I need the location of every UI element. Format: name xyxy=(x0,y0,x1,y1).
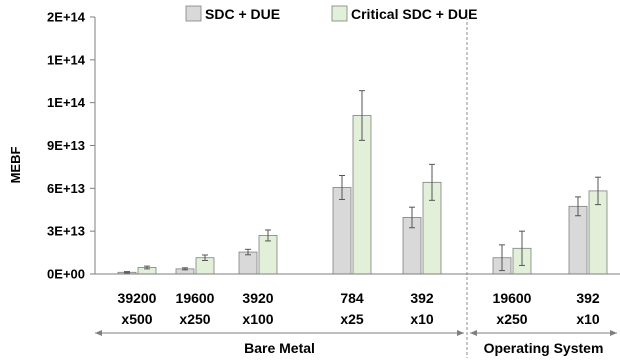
x-tick-label: 784 xyxy=(340,290,364,306)
x-tick-label: x25 xyxy=(340,311,364,327)
bars xyxy=(117,90,608,275)
arrow-right-icon xyxy=(457,330,464,336)
x-tick-label: x250 xyxy=(496,311,527,327)
x-tick-label: x10 xyxy=(576,311,600,327)
y-tick-label: 1E+14 xyxy=(47,52,86,67)
x-tick-label: x500 xyxy=(121,311,152,327)
y-tick-label: 9E+13 xyxy=(47,138,85,153)
arrow-left-icon xyxy=(95,330,102,336)
legend-swatch xyxy=(331,5,348,22)
x-tick-label: x250 xyxy=(179,311,210,327)
x-tick-label: 392 xyxy=(576,290,600,306)
bar xyxy=(568,205,588,275)
y-tick-label: 1E+14 xyxy=(47,95,86,110)
legend-swatch xyxy=(185,5,202,22)
bar xyxy=(332,187,352,275)
x-tick-label: 19600 xyxy=(493,290,532,306)
x-tick-label: 392 xyxy=(410,290,434,306)
arrow-left-icon xyxy=(470,330,477,336)
x-axis: 39200 x500 19600 x250 3920 x100 784 x25 392 x10 19… xyxy=(95,273,620,327)
bar xyxy=(238,251,258,275)
x-tick-label: 19600 xyxy=(176,290,215,306)
group-label: Operating System xyxy=(484,340,604,356)
y-axis: 0E+00 3E+13 6E+13 9E+13 1E+14 1E+14 2E+14 xyxy=(47,10,96,282)
y-axis-title: MEBF xyxy=(8,147,23,184)
y-tick-label: 2E+14 xyxy=(47,10,86,25)
group-annotations: Bare Metal Operating System xyxy=(95,17,617,358)
legend-label: Critical SDC + DUE xyxy=(351,6,477,22)
y-tick-label: 0E+00 xyxy=(47,267,85,282)
y-tick-label: 6E+13 xyxy=(47,181,85,196)
legend: SDC + DUE Critical SDC + DUE xyxy=(185,5,477,22)
arrow-right-icon xyxy=(610,330,617,336)
x-tick-label: x10 xyxy=(410,311,434,327)
legend-label: SDC + DUE xyxy=(205,6,280,22)
x-tick-label: 3920 xyxy=(242,290,273,306)
x-tick-label: 39200 xyxy=(118,290,157,306)
x-tick-label: x100 xyxy=(242,311,273,327)
y-tick-label: 3E+13 xyxy=(47,224,85,239)
group-label: Bare Metal xyxy=(244,340,315,356)
